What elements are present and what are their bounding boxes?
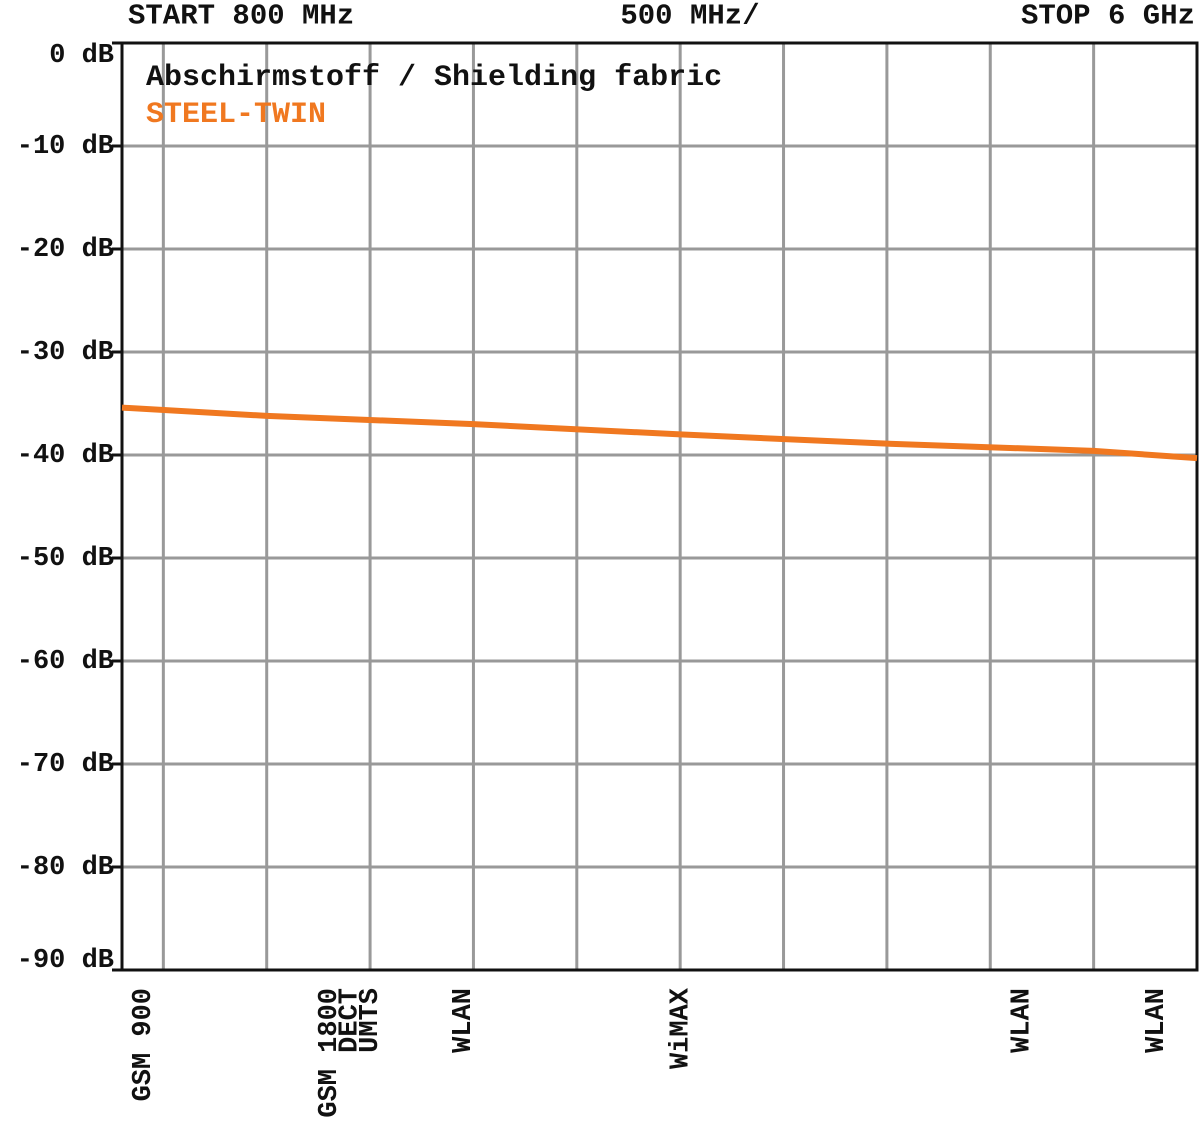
y-tick-label: -40 dB bbox=[17, 441, 114, 471]
y-tick-label: 0 dB bbox=[49, 41, 114, 71]
chart-title: Abschirmstoff / Shielding fabric bbox=[146, 61, 722, 95]
y-tick-label: -30 dB bbox=[17, 338, 114, 368]
legend-entry: STEEL-TWIN bbox=[146, 98, 326, 132]
plot-frame bbox=[120, 41, 1199, 972]
band-label: GSM 900 bbox=[129, 988, 159, 1101]
y-tick-label: -70 dB bbox=[17, 750, 114, 780]
band-label: UMTS bbox=[356, 988, 386, 1053]
band-label: WiMAX bbox=[666, 987, 696, 1069]
band-label: WLAN bbox=[1142, 988, 1172, 1053]
y-tick-label: -50 dB bbox=[17, 544, 114, 574]
series-line bbox=[121, 404, 1198, 462]
band-label: WLAN bbox=[449, 988, 479, 1053]
header-scale: 500 MHz/ bbox=[620, 0, 759, 33]
header-stop: STOP 6 GHz bbox=[1021, 0, 1195, 33]
band-label: GSM 1800 bbox=[315, 988, 345, 1118]
band-label: WLAN bbox=[1007, 988, 1037, 1053]
header-start: START 800 MHz bbox=[128, 0, 354, 33]
y-tick-label: -80 dB bbox=[17, 853, 114, 883]
y-tick-label: -20 dB bbox=[17, 235, 114, 265]
y-tick-label: -60 dB bbox=[17, 647, 114, 677]
band-label: DECT bbox=[336, 988, 366, 1053]
y-tick-label: -90 dB bbox=[17, 946, 114, 976]
y-tick-label: -10 dB bbox=[17, 132, 114, 162]
